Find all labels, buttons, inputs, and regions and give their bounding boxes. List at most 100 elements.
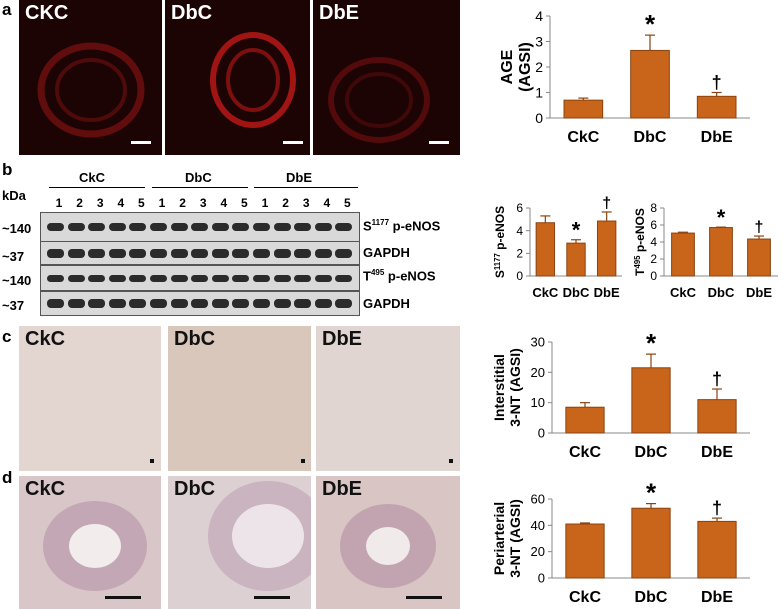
group-dbc: DbC — [185, 170, 212, 185]
y-axis-label: S1177 p-eNOS — [493, 206, 508, 278]
blot-band — [170, 248, 188, 258]
scale-bar — [131, 141, 151, 144]
lane-number: 2 — [76, 196, 83, 210]
lane-number: 3 — [96, 196, 104, 210]
scale-bar — [301, 459, 305, 463]
bar — [631, 367, 671, 434]
blot-band — [129, 299, 147, 308]
x-tick-label: DbE — [701, 129, 733, 146]
blot-band — [88, 274, 106, 282]
scale-bar — [105, 596, 141, 599]
bar — [631, 507, 671, 579]
blot-band — [47, 223, 64, 231]
y-tick-label: 4 — [535, 8, 543, 24]
panel-a-label: a — [2, 0, 12, 19]
significance-star: * — [646, 478, 657, 508]
blot-band — [67, 223, 85, 231]
blot-band — [232, 248, 250, 258]
x-tick-label: DbC — [563, 285, 590, 300]
chart-periarterial: 0 20 40 60 CkC * DbC † DbE Periarterial 3-NT (AGSI… — [491, 478, 750, 606]
y-tick-label: 20 — [531, 365, 545, 380]
lane-number: 4 — [117, 196, 125, 210]
blot-band — [129, 248, 147, 258]
micrograph-d-ckc: CkC — [19, 476, 161, 609]
significance-dagger: † — [712, 73, 722, 93]
y-axis-label: 3-NT (AGSI) — [507, 499, 523, 578]
mw-row-4: ~37 — [2, 298, 25, 313]
blot-s1177-peNOS — [40, 212, 360, 242]
micrograph-d-dbc: DbC — [168, 476, 311, 609]
y-tick-label: 2 — [535, 59, 543, 75]
blot-band — [129, 223, 147, 231]
blot-label-main: S — [363, 218, 372, 234]
y-tick-label: 4 — [650, 235, 657, 249]
image-label: DbC — [174, 478, 216, 500]
y-tick-label: 0 — [650, 269, 657, 283]
blot-band — [273, 299, 291, 308]
lane-number: 4 — [323, 196, 331, 210]
lane-number: 1 — [261, 196, 269, 210]
micrograph-d-dbe: DbE — [316, 476, 460, 609]
artery-image — [208, 481, 311, 591]
x-tick-label: DbC — [635, 589, 668, 606]
blot-band — [170, 223, 188, 231]
image-label: DbC — [174, 328, 216, 350]
y-tick-label: 0 — [538, 571, 545, 586]
micrograph-a-dbe: DbE — [313, 0, 460, 155]
x-tick-label: CkC — [569, 589, 601, 606]
bar — [697, 399, 737, 434]
y-axis-label: 3-NT (AGSI) — [507, 348, 523, 427]
blot-band — [335, 274, 353, 282]
blot-band — [150, 274, 167, 282]
image-label: CkC — [25, 478, 66, 500]
bar — [697, 520, 737, 579]
lane-number: 3 — [199, 196, 207, 210]
blot-band — [253, 299, 270, 308]
blot-band — [67, 248, 85, 258]
bar — [696, 95, 737, 119]
y-axis-label: AGE — [499, 49, 516, 84]
bar — [709, 227, 733, 277]
vessel-ring-image — [210, 32, 296, 128]
lane-number: 2 — [282, 196, 289, 210]
group-ckc: CkC — [79, 170, 106, 185]
y-tick-label: 6 — [516, 201, 523, 215]
x-tick-label: DbE — [701, 444, 733, 461]
lane-number: 5 — [138, 196, 145, 210]
x-tick-label: DbE — [594, 285, 620, 300]
bar — [596, 220, 617, 277]
panel-d-label: d — [2, 468, 13, 487]
group-line-dbe — [254, 187, 358, 188]
mw-row-3: ~140 — [2, 273, 32, 288]
blot-band — [170, 299, 188, 308]
lane-number: 5 — [344, 196, 351, 210]
panel-c-label: c — [2, 327, 12, 346]
y-tick-label: 6 — [650, 218, 657, 232]
blot-band — [150, 223, 167, 231]
significance-dagger: † — [755, 219, 764, 236]
blot-gapdh-2 — [40, 291, 360, 316]
vessel-ring-image — [37, 42, 145, 138]
y-tick-label: 4 — [516, 224, 523, 238]
image-label: CKC — [25, 2, 69, 24]
significance-star: * — [572, 218, 581, 243]
panel-b-label: b — [2, 160, 13, 179]
blot-band — [129, 274, 147, 282]
y-tick-label: 30 — [531, 335, 545, 350]
y-tick-label: 0 — [535, 110, 543, 126]
blot-label-t495: T495 p-eNOS — [363, 268, 436, 283]
blot-band — [108, 274, 126, 282]
artery-image — [43, 501, 147, 591]
scale-bar — [254, 596, 290, 599]
mw-row-1: ~140 — [2, 221, 32, 236]
blot-band — [88, 299, 106, 308]
image-label: CkC — [25, 328, 66, 350]
blot-band — [253, 248, 270, 258]
blot-label-rest: p-eNOS — [384, 268, 436, 284]
y-tick-label: 10 — [531, 395, 545, 410]
x-tick-label: CkC — [569, 444, 601, 461]
bar — [671, 232, 695, 277]
micrograph-c-ckc: CkC — [19, 326, 161, 471]
blot-band — [150, 299, 167, 308]
micrograph-c-dbe: DbE — [316, 326, 460, 471]
